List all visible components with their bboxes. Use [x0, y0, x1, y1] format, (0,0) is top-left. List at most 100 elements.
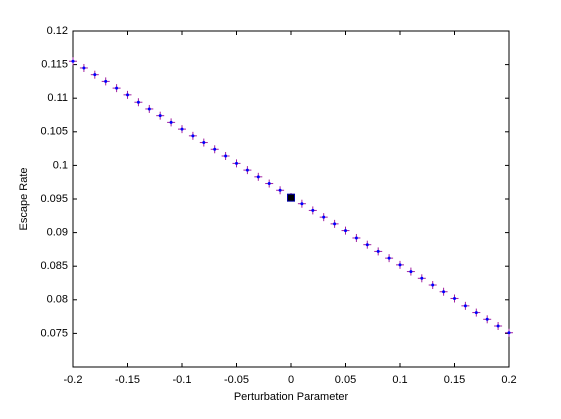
dot	[267, 182, 271, 186]
dot	[387, 256, 391, 260]
point	[472, 308, 481, 317]
y-tick-label: 0.1	[53, 159, 68, 171]
y-tick-label: 0.095	[40, 193, 68, 205]
dot	[300, 202, 304, 206]
point	[210, 145, 219, 154]
point	[123, 90, 132, 99]
dot	[136, 100, 140, 104]
point	[363, 240, 372, 249]
point	[178, 125, 186, 134]
dot	[496, 324, 500, 328]
x-tick-label: 0	[288, 374, 294, 386]
point	[265, 179, 274, 188]
dot	[104, 79, 108, 83]
point	[352, 233, 361, 242]
point	[439, 287, 448, 296]
y-tick-label: 0.09	[47, 227, 68, 239]
y-tick-label: 0.105	[40, 126, 68, 138]
dot	[82, 66, 86, 70]
dot	[169, 120, 173, 124]
dot	[115, 86, 119, 90]
dot	[365, 243, 369, 247]
x-tick-label: -0.05	[224, 374, 249, 386]
x-tick-label: -0.15	[115, 374, 140, 386]
point	[385, 254, 394, 263]
dot	[333, 222, 337, 226]
point	[406, 267, 415, 276]
x-tick-label: 0.1	[392, 374, 407, 386]
point	[330, 219, 339, 228]
dot	[191, 134, 195, 138]
dot	[180, 127, 184, 131]
point	[461, 301, 470, 310]
point	[112, 84, 121, 93]
dot	[158, 114, 162, 118]
point	[243, 166, 252, 175]
point	[134, 98, 143, 107]
dot	[202, 141, 206, 145]
dot	[442, 290, 446, 294]
point	[232, 159, 241, 168]
dot	[344, 229, 347, 233]
dot	[311, 208, 315, 212]
dot	[431, 283, 435, 287]
dot	[71, 59, 75, 63]
point	[79, 63, 88, 72]
point	[428, 281, 437, 290]
dot	[126, 93, 129, 97]
point	[199, 138, 208, 147]
dot	[322, 215, 326, 219]
y-tick-label: 0.12	[47, 25, 68, 37]
point	[297, 199, 306, 208]
dot	[235, 161, 238, 165]
y-tick-label: 0.085	[40, 260, 68, 272]
dot	[278, 188, 282, 192]
dot	[507, 331, 511, 335]
y-tick-label: 0.08	[47, 294, 68, 306]
y-tick-label: 0.115	[41, 59, 68, 71]
dot	[409, 270, 413, 274]
point	[483, 315, 492, 324]
point	[494, 322, 503, 331]
x-tick-label: -0.1	[173, 374, 192, 386]
y-tick-label: 0.075	[40, 327, 68, 339]
point	[276, 186, 285, 195]
point	[145, 104, 154, 113]
dot	[376, 249, 380, 253]
x-tick-label: -0.2	[64, 374, 83, 386]
point	[374, 247, 383, 256]
dot	[474, 311, 478, 315]
dot	[398, 263, 402, 267]
dot	[245, 168, 249, 172]
dot	[354, 236, 358, 240]
x-tick-label: 0.15	[444, 374, 465, 386]
point	[221, 151, 230, 160]
point	[69, 57, 77, 66]
dot	[453, 296, 456, 300]
dot	[213, 147, 217, 151]
dot	[147, 107, 151, 111]
point	[308, 206, 317, 215]
point	[156, 111, 165, 120]
dot	[463, 304, 467, 308]
x-tick-label: 0.2	[501, 374, 516, 386]
dot	[224, 154, 228, 158]
point	[341, 226, 350, 235]
x-tick-label: 0.05	[335, 374, 356, 386]
point	[101, 77, 110, 86]
y-axis-label: Escape Rate	[18, 168, 30, 231]
point	[505, 328, 513, 337]
point	[254, 172, 263, 181]
point	[188, 131, 197, 140]
dot	[420, 276, 424, 280]
dot	[93, 73, 97, 77]
point	[319, 213, 328, 222]
dot	[485, 317, 489, 321]
point	[396, 260, 404, 269]
x-axis-label: Perturbation Parameter	[234, 391, 349, 403]
dot	[256, 175, 260, 179]
point	[417, 274, 426, 283]
y-tick-label: 0.11	[47, 92, 68, 104]
